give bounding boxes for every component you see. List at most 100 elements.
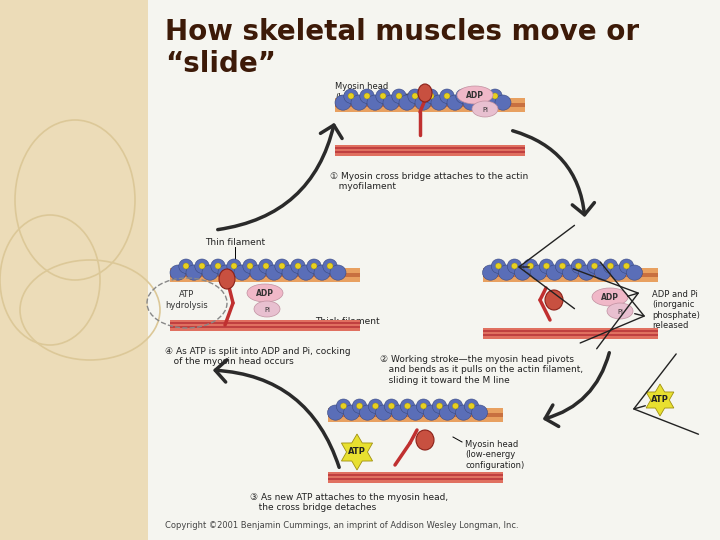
Ellipse shape (336, 399, 351, 414)
Bar (335, 153, 525, 156)
Ellipse shape (234, 265, 250, 280)
Ellipse shape (482, 265, 498, 280)
Bar (170, 268, 360, 273)
Ellipse shape (360, 89, 374, 103)
Ellipse shape (179, 259, 193, 273)
Ellipse shape (356, 403, 362, 409)
Ellipse shape (186, 265, 202, 280)
Ellipse shape (298, 265, 314, 280)
Ellipse shape (227, 259, 241, 273)
Ellipse shape (254, 301, 280, 317)
Ellipse shape (416, 430, 434, 450)
Ellipse shape (408, 405, 423, 420)
Ellipse shape (380, 93, 386, 99)
Bar (170, 278, 360, 282)
Ellipse shape (330, 265, 346, 280)
Ellipse shape (275, 259, 289, 273)
Ellipse shape (348, 93, 354, 99)
Bar (328, 476, 503, 478)
Ellipse shape (343, 405, 359, 420)
Bar (328, 417, 503, 422)
Ellipse shape (344, 89, 359, 103)
Ellipse shape (469, 403, 474, 409)
Ellipse shape (608, 263, 613, 269)
Bar (328, 413, 503, 417)
Ellipse shape (405, 403, 410, 409)
Ellipse shape (323, 259, 337, 273)
Ellipse shape (545, 290, 563, 310)
Text: ① Myosin cross bridge attaches to the actin
   myofilament: ① Myosin cross bridge attaches to the ac… (330, 172, 528, 191)
Text: Thick filament: Thick filament (315, 316, 379, 326)
Bar (335, 98, 525, 103)
Ellipse shape (436, 403, 443, 409)
Ellipse shape (263, 263, 269, 269)
Ellipse shape (575, 263, 582, 269)
Ellipse shape (559, 263, 565, 269)
Ellipse shape (492, 93, 498, 99)
Bar (335, 147, 525, 149)
Ellipse shape (202, 265, 218, 280)
Ellipse shape (555, 259, 570, 273)
Ellipse shape (352, 399, 366, 414)
Bar (170, 273, 360, 278)
Ellipse shape (359, 405, 376, 420)
Ellipse shape (447, 95, 463, 110)
Bar (482, 334, 657, 336)
Ellipse shape (392, 89, 406, 103)
Ellipse shape (588, 259, 602, 273)
Ellipse shape (546, 265, 562, 280)
Bar (328, 408, 503, 413)
FancyArrowPatch shape (545, 353, 609, 427)
Ellipse shape (457, 86, 493, 104)
Bar (170, 322, 360, 324)
Ellipse shape (619, 259, 634, 273)
Text: ADP: ADP (601, 293, 619, 301)
Ellipse shape (372, 403, 379, 409)
Polygon shape (646, 384, 674, 416)
Ellipse shape (444, 93, 450, 99)
Bar (482, 336, 657, 339)
Bar (170, 328, 360, 330)
Text: How skeletal muscles move or: How skeletal muscles move or (165, 18, 639, 46)
Ellipse shape (418, 84, 432, 102)
Bar (335, 145, 525, 147)
Ellipse shape (424, 89, 438, 103)
Ellipse shape (476, 93, 482, 99)
Ellipse shape (199, 263, 205, 269)
Ellipse shape (369, 399, 383, 414)
Ellipse shape (603, 259, 618, 273)
Ellipse shape (215, 263, 221, 269)
Ellipse shape (195, 259, 210, 273)
Ellipse shape (508, 259, 522, 273)
Ellipse shape (266, 265, 282, 280)
Ellipse shape (452, 403, 459, 409)
Bar (335, 151, 525, 153)
Text: ③ As new ATP attaches to the myosin head,
   the cross bridge detaches: ③ As new ATP attaches to the myosin head… (250, 493, 448, 512)
Ellipse shape (562, 265, 578, 280)
Bar (335, 149, 525, 151)
Ellipse shape (472, 89, 486, 103)
Ellipse shape (389, 403, 395, 409)
Text: Myosin head
(high-energy
configuration): Myosin head (high-energy configuration) (335, 82, 422, 112)
Text: ATP: ATP (651, 395, 669, 404)
Ellipse shape (571, 259, 585, 273)
Ellipse shape (449, 399, 463, 414)
Ellipse shape (183, 263, 189, 269)
Ellipse shape (415, 95, 431, 110)
Ellipse shape (247, 263, 253, 269)
Ellipse shape (528, 263, 534, 269)
Text: ATP: ATP (348, 448, 366, 456)
FancyArrowPatch shape (215, 360, 339, 467)
Ellipse shape (624, 263, 629, 269)
Bar (335, 103, 525, 107)
Bar (170, 324, 360, 326)
Ellipse shape (626, 265, 642, 280)
Ellipse shape (231, 263, 237, 269)
Ellipse shape (311, 263, 317, 269)
Bar (482, 273, 657, 278)
Bar (482, 327, 657, 330)
Ellipse shape (479, 95, 495, 110)
Ellipse shape (578, 265, 595, 280)
Ellipse shape (595, 265, 611, 280)
Ellipse shape (539, 259, 554, 273)
